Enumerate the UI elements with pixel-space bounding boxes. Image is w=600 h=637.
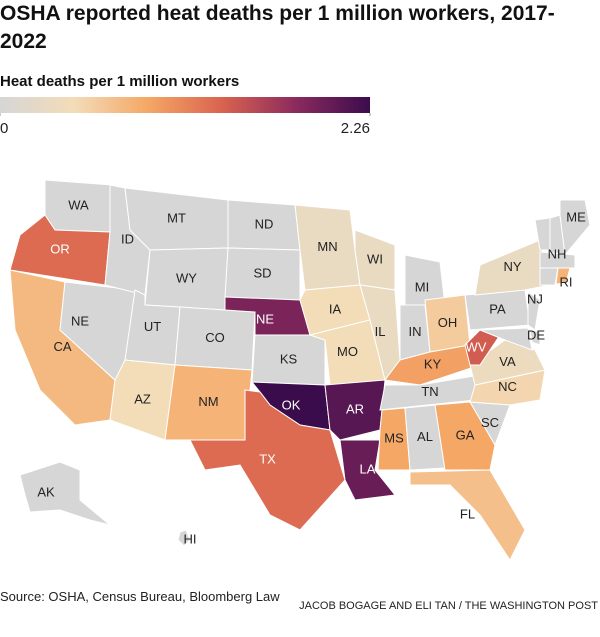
state-label: OH [438, 315, 458, 330]
title-box: OSHA reported heat deaths per 1 million … [0, 2, 555, 53]
state [555, 267, 571, 285]
state-label: ND [255, 216, 274, 231]
state [177, 529, 191, 547]
state [434, 401, 496, 471]
state [559, 199, 591, 257]
state-label: NH [548, 246, 567, 261]
state-label: MS [384, 430, 404, 445]
state-label: IL [375, 324, 386, 339]
state [474, 239, 551, 296]
source-box: Source: OSHA, Census Bureau, Bloomberg L… [0, 589, 280, 604]
state-label: IA [329, 301, 342, 316]
state-label: OK [282, 397, 301, 412]
state-label: IN [409, 324, 422, 339]
legend: 0 2.26 [0, 97, 371, 137]
map: WAORCANEIDMTWYUTAZCONMNDSDNEKSOKTXMNIAMO… [9, 179, 591, 561]
state-label: RI [560, 274, 573, 289]
tick-label: 0 [0, 120, 8, 137]
state-label: CO [205, 330, 225, 345]
chart-title: OSHA reported heat deaths per 1 million … [0, 2, 555, 53]
state [479, 327, 533, 351]
state-label: MT [167, 210, 186, 225]
state-label: UT [144, 319, 161, 334]
state [529, 329, 541, 346]
state-label: ID [121, 231, 134, 246]
state-label: ME [566, 209, 586, 224]
state [464, 329, 501, 366]
state [539, 251, 576, 269]
state-label: MN [317, 239, 337, 254]
state-label: FL [460, 506, 475, 521]
state-label: TX [259, 451, 276, 466]
state-label: MO [337, 344, 358, 359]
state-label: NE [71, 313, 89, 328]
state-label: AK [37, 484, 55, 499]
state-label: HI [184, 531, 197, 546]
legend-title: Heat deaths per 1 million workers [0, 73, 239, 90]
state [109, 359, 176, 441]
state-label: NY [503, 259, 521, 274]
state-label: SC [481, 415, 499, 430]
state-label: WV [466, 339, 487, 354]
state-label: KY [424, 356, 442, 371]
state-label: CA [53, 339, 71, 354]
state-label: NC [498, 379, 517, 394]
state-label: AL [417, 429, 433, 444]
state [189, 389, 346, 531]
credit: JACOB BOGAGE AND ELI TAN / THE WASHINGTO… [299, 600, 598, 612]
state-label: OR [50, 241, 70, 256]
state-label: DE [527, 327, 545, 342]
color-bar [0, 97, 370, 113]
state-label: LA [360, 461, 376, 476]
state-label: PA [489, 301, 506, 316]
source: Source: OSHA, Census Bureau, Bloomberg L… [0, 589, 280, 604]
state [251, 334, 326, 386]
state [527, 291, 541, 331]
tick-label: 2.26 [341, 120, 370, 137]
state-label: NE [256, 311, 274, 326]
state [469, 339, 546, 386]
state-label: GA [456, 427, 475, 442]
state [539, 267, 559, 286]
state-label: AR [346, 401, 364, 416]
state [174, 306, 256, 371]
state-label: VA [499, 354, 516, 369]
state-label: WI [367, 251, 383, 266]
state-label: TN [421, 384, 438, 399]
state [409, 469, 526, 561]
state-label: KS [280, 351, 298, 366]
state-label: MI [415, 279, 429, 294]
state-label: NM [198, 394, 218, 409]
state-label: SD [253, 265, 271, 280]
state-label: AZ [134, 391, 151, 406]
state-label: WA [68, 197, 89, 212]
state-label: WY [176, 270, 197, 285]
state [324, 379, 386, 441]
state [19, 461, 111, 526]
state-label: NJ [527, 291, 543, 306]
